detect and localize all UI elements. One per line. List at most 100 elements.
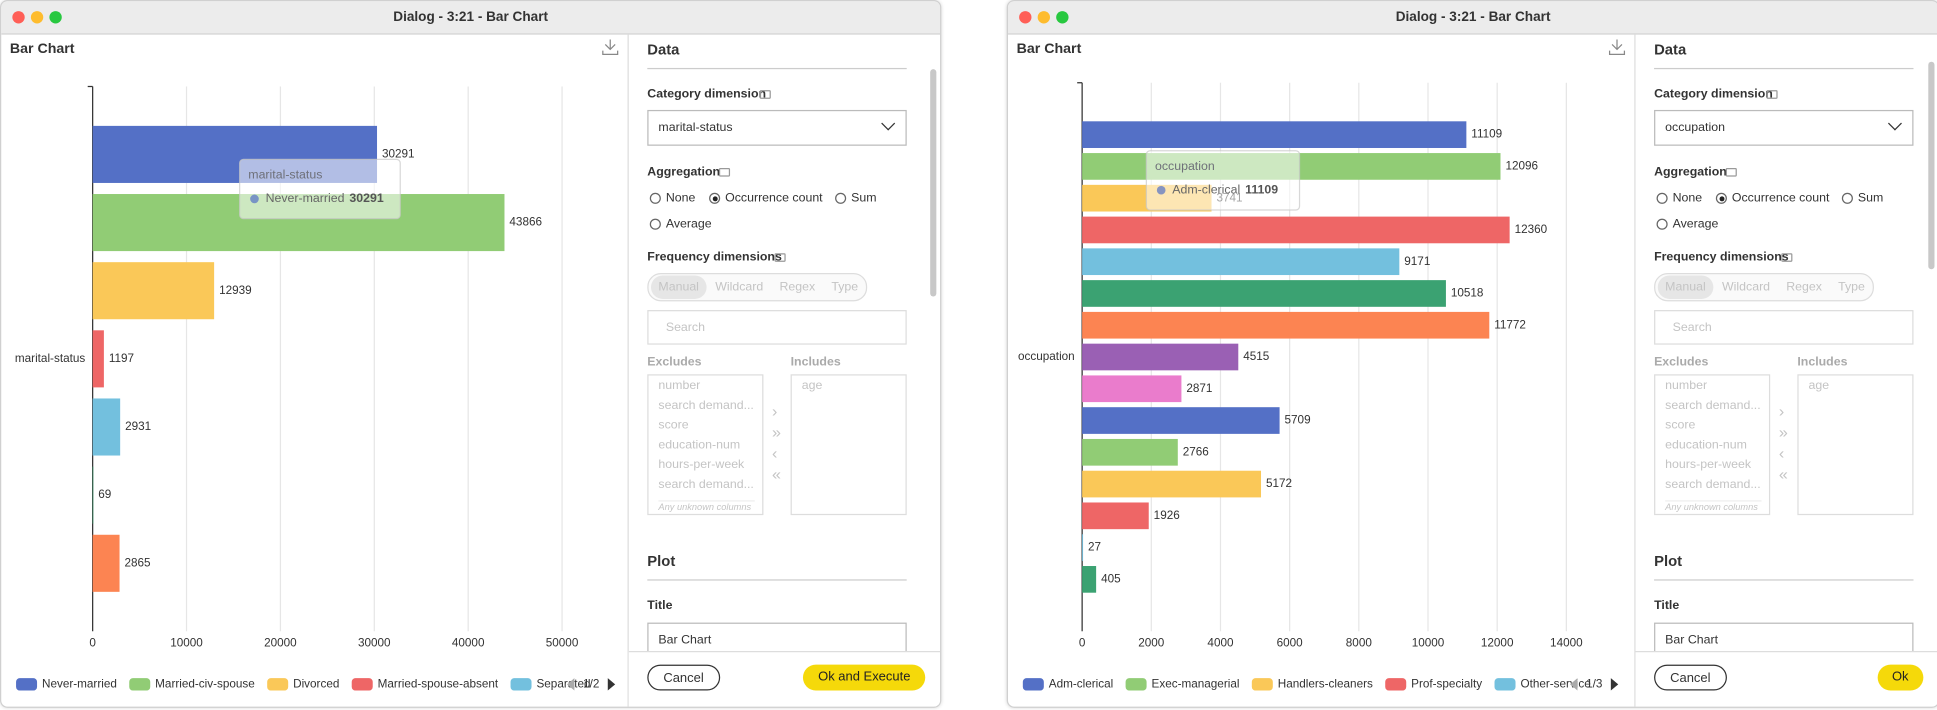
bar (92, 534, 120, 592)
x-tick-label: 10000 (170, 637, 203, 650)
bar-value-label: 12096 (1505, 160, 1538, 173)
list-item[interactable]: number (1665, 379, 1708, 393)
transfer-arrow[interactable]: « (772, 464, 781, 484)
field-label: Title (1654, 599, 1680, 613)
legend-label: Never-married (42, 677, 117, 690)
mode-tab[interactable]: Type (1838, 280, 1865, 295)
radio-button[interactable] (1715, 192, 1727, 204)
radio-label: Sum (851, 191, 877, 206)
list-item[interactable]: hours-per-week (1665, 458, 1752, 472)
transfer-arrow[interactable]: › (772, 401, 778, 421)
info-icon (1781, 253, 1793, 262)
list-item[interactable]: education-num (658, 438, 741, 453)
category-select[interactable]: marital-status (647, 109, 907, 146)
search-input[interactable]: Search (1654, 310, 1914, 345)
transfer-arrow[interactable]: › (1778, 401, 1785, 421)
window-button[interactable] (12, 11, 25, 24)
mode-tab[interactable]: Type (831, 280, 859, 295)
bar-value-label: 11109 (1471, 128, 1502, 141)
list-item[interactable]: age (801, 379, 823, 393)
legend-label: Adm-clerical (1049, 677, 1113, 690)
radio-button[interactable] (835, 192, 847, 204)
excludes-list: number search demand... score education-num… (1654, 374, 1771, 516)
transfer-arrow[interactable]: » (772, 422, 781, 442)
mode-tab[interactable]: Wildcard (715, 280, 764, 295)
tooltip-title: occupation (1155, 159, 1215, 173)
mode-tab[interactable]: Manual (1657, 275, 1714, 299)
list-note: Any unknown columns (1665, 500, 1762, 513)
window-button[interactable] (49, 11, 62, 24)
list-item[interactable]: search demand... (658, 478, 754, 492)
list-item[interactable]: score (658, 418, 689, 433)
search-input[interactable]: Search (647, 310, 907, 345)
divider (647, 579, 907, 581)
mode-tab[interactable]: Wildcard (1722, 280, 1771, 295)
list-item[interactable]: age (1808, 379, 1830, 393)
title-bar: Dialog - 3:21 - Bar Chart (1, 1, 941, 35)
ok-button[interactable]: Ok and Execute (803, 664, 926, 691)
list-item[interactable]: hours-per-week (658, 458, 745, 472)
legend-next (1610, 678, 1619, 691)
field-label: Frequency dimensions (647, 250, 782, 265)
y-axis-label: occupation (1018, 350, 1075, 363)
mode-tab[interactable]: Manual (651, 275, 707, 299)
list-item[interactable]: search demand... (658, 399, 754, 413)
window-button[interactable] (1037, 11, 1051, 24)
category-select[interactable]: occupation (1654, 109, 1914, 146)
bar-value-label: 1926 (1154, 509, 1180, 522)
radio-button[interactable] (1841, 192, 1853, 204)
list-note: Any unknown columns (658, 500, 755, 513)
radio-label: Average (1672, 217, 1719, 232)
list-item[interactable]: number (658, 379, 701, 393)
ok-button[interactable]: Ok (1877, 664, 1924, 691)
radio-label: None (665, 191, 696, 206)
legend-page: 1/2 (583, 677, 599, 690)
cancel-button[interactable]: Cancel (1654, 664, 1727, 691)
field-label: Title (647, 599, 673, 613)
transfer-arrow[interactable]: ‹ (1778, 443, 1785, 463)
transfer-arrow[interactable]: » (1778, 422, 1788, 442)
transfer-arrow[interactable]: « (1778, 464, 1788, 484)
legend-next (607, 678, 616, 691)
legend-swatch (129, 678, 151, 691)
info-icon (1725, 168, 1737, 177)
mode-tab[interactable]: Regex (1786, 280, 1822, 295)
settings-panel: Data Category dimension occupation Aggregat… (1634, 34, 1937, 707)
radio-button[interactable] (649, 218, 661, 230)
x-tick-label: 14000 (1550, 637, 1583, 650)
radio-label: Sum (1857, 191, 1884, 206)
legend-label: Divorced (293, 677, 339, 690)
list-item[interactable]: search demand... (1665, 478, 1761, 492)
radio-button[interactable] (649, 192, 661, 204)
chart-title: Bar Chart (1017, 41, 1082, 57)
bar (1082, 470, 1262, 498)
bar (92, 330, 104, 388)
transfer-arrow[interactable]: ‹ (772, 443, 778, 463)
legend-label: Other-service (1520, 677, 1590, 690)
list-item[interactable]: education-num (1665, 438, 1747, 453)
bar (1082, 216, 1510, 244)
radio-button[interactable] (709, 192, 721, 204)
legend-label: Separated (536, 677, 590, 690)
tooltip-title: marital-status (248, 168, 322, 182)
list-item[interactable]: score (1665, 418, 1696, 433)
window-button[interactable] (1056, 11, 1069, 24)
input-value: Bar Chart (1665, 633, 1719, 648)
bar-value-label: 27 (1088, 541, 1101, 554)
legend-page: 1/3 (1586, 677, 1602, 690)
bar-value-label: 2865 (124, 556, 151, 569)
radio-button[interactable] (1656, 218, 1668, 230)
x-tick-label: 50000 (546, 637, 579, 650)
bar (1082, 280, 1446, 307)
list-item[interactable]: search demand... (1665, 399, 1761, 413)
mode-tabs: Manual Wildcard Regex Type (647, 273, 868, 302)
window-button[interactable] (30, 11, 44, 24)
bar-value-label: 9171 (1404, 255, 1430, 268)
cancel-button[interactable]: Cancel (647, 664, 720, 691)
tooltip-value: 30291 (349, 191, 383, 205)
bar (1082, 248, 1400, 276)
radio-button[interactable] (1656, 192, 1668, 204)
window-button[interactable] (1019, 11, 1032, 24)
section-title: Plot (1654, 552, 1683, 570)
mode-tab[interactable]: Regex (779, 280, 816, 295)
